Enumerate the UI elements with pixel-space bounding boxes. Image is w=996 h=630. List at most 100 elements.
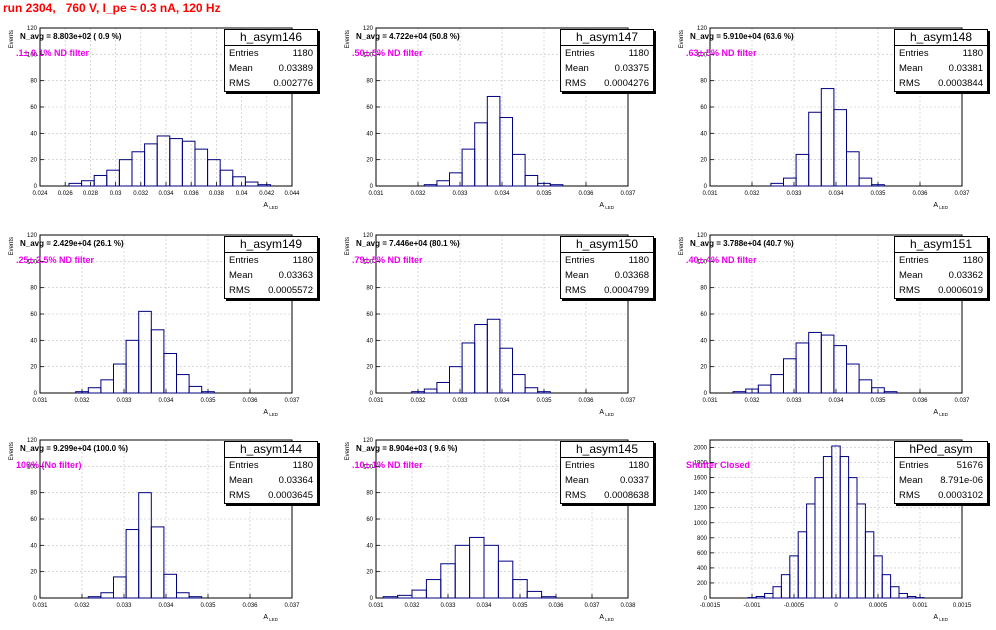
stats-value: 1180: [293, 458, 313, 473]
histogram-name: h_asym151: [895, 237, 987, 253]
histogram-bin: [195, 149, 208, 186]
x-tick-label: 0.031: [32, 398, 48, 404]
x-tick-label: 0.032: [74, 603, 90, 609]
x-tick-label: 0.031: [368, 398, 384, 404]
y-tick-label: 0: [34, 596, 38, 602]
histogram-bin: [857, 504, 865, 598]
histogram-bin: [796, 154, 809, 186]
stats-value: 1180: [629, 46, 649, 61]
stats-label: Mean: [229, 268, 253, 283]
stats-label: Mean: [229, 61, 253, 76]
histogram-bin: [882, 575, 890, 598]
stats-value: 0.0004799: [604, 283, 649, 298]
y-tick-label: 40: [30, 131, 37, 137]
x-tick-label: 0.036: [548, 603, 564, 609]
x-tick-label: 0.036: [912, 398, 928, 404]
stats-label: Entries: [565, 46, 595, 61]
y-tick-label: 1200: [694, 506, 708, 512]
y-tick-label: 0: [370, 184, 374, 190]
navg-annotation: N_avg = 7.446e+04 (80.1 %): [356, 239, 460, 248]
x-tick-label: 0.034: [158, 398, 174, 404]
histogram-bin: [907, 596, 915, 598]
histogram-bin: [182, 141, 195, 186]
x-tick-label: 0.037: [284, 603, 300, 609]
x-tick-label: 0.037: [620, 191, 636, 197]
x-tick-label: 0.036: [578, 191, 594, 197]
histogram-bin: [126, 530, 139, 598]
histogram-bin: [437, 181, 450, 186]
stats-label: Mean: [565, 473, 589, 488]
navg-annotation: N_avg = 3.788e+04 (40.7 %): [690, 239, 794, 248]
histogram-bin: [765, 593, 773, 598]
x-tick-label: 0.034: [828, 191, 844, 197]
stats-label: Mean: [899, 268, 923, 283]
x-tick-label: 0.034: [494, 191, 510, 197]
x-tick-label: 0.026: [58, 191, 74, 197]
x-tick-label: 0.033: [440, 603, 456, 609]
stats-label: Entries: [229, 458, 259, 473]
stats-row-entries: Entries 1180: [225, 458, 317, 473]
histogram-bin: [809, 112, 822, 186]
y-tick-label: 800: [697, 536, 708, 542]
stats-value: 1180: [293, 253, 313, 268]
stats-value: 0.0003102: [938, 488, 983, 503]
x-tick-label: 0.032: [410, 398, 426, 404]
histogram-bin: [189, 597, 202, 598]
x-tick-label: 0.034: [158, 191, 174, 197]
stats-label: RMS: [229, 488, 250, 503]
y-tick-label: 60: [30, 517, 37, 523]
histogram-bin: [424, 389, 437, 393]
y-tick-label: 0: [704, 391, 708, 397]
stats-label: Entries: [899, 46, 929, 61]
histogram-bin: [758, 385, 771, 393]
y-tick-label: 0: [704, 596, 708, 602]
y-tick-label: 60: [366, 105, 373, 111]
x-tick-label: 0.038: [620, 603, 636, 609]
histogram-bin: [781, 575, 789, 598]
x-axis-label: A LED: [263, 202, 278, 210]
stats-row-mean: Mean 0.03362: [895, 268, 987, 283]
stats-value: 0.0003844: [938, 76, 983, 91]
histogram-bin: [771, 183, 784, 186]
y-tick-label: 1400: [694, 491, 708, 497]
x-tick-label: 0.034: [494, 398, 510, 404]
histogram-bin: [487, 319, 500, 393]
y-axis-label: Events: [9, 442, 15, 460]
histogram-bin: [891, 587, 899, 598]
histogram-bin: [101, 593, 114, 598]
histogram-bin: [798, 532, 806, 598]
filter-label: Shutter Closed: [686, 460, 750, 470]
histogram-name: h_asym144: [225, 442, 317, 458]
stats-value: 0.03362: [949, 268, 983, 283]
histogram-bin: [139, 311, 152, 393]
x-axis-label-subscript: LED: [268, 617, 279, 622]
y-tick-label: 20: [366, 158, 373, 164]
y-tick-label: 20: [30, 158, 37, 164]
stats-label: RMS: [899, 76, 920, 91]
y-tick-label: 40: [366, 543, 373, 549]
histogram-bin: [865, 532, 873, 598]
x-axis-label-subscript: LED: [604, 412, 615, 417]
y-axis-label: Events: [9, 237, 15, 255]
filter-label: .10± 1% ND filter: [352, 460, 422, 470]
histogram-bin: [151, 330, 164, 393]
x-tick-label: 0.032: [744, 398, 760, 404]
y-tick-label: 40: [700, 338, 707, 344]
filter-label: .1± 0.1% ND filter: [16, 48, 89, 58]
x-axis-label-subscript: LED: [938, 205, 949, 210]
x-tick-label: 0.036: [912, 191, 928, 197]
navg-annotation: N_avg = 9.299e+04 (100.0 %): [20, 444, 128, 453]
x-tick-label: 0.034: [158, 603, 174, 609]
